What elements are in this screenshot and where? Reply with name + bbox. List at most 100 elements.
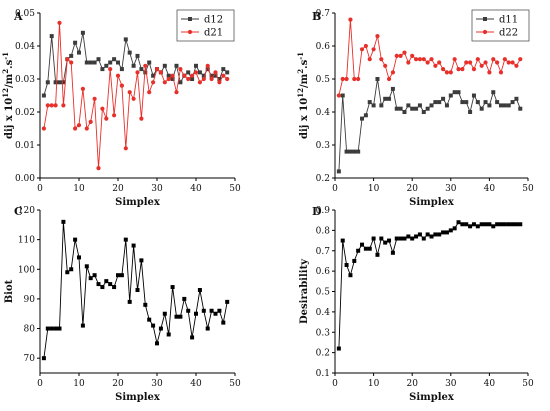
data-point <box>344 76 349 82</box>
data-point <box>360 116 365 121</box>
data-point <box>217 77 222 81</box>
data-point <box>456 90 461 95</box>
data-point <box>88 60 93 65</box>
data-point <box>92 60 97 65</box>
data-point <box>456 220 461 225</box>
data-point <box>127 90 132 95</box>
data-point <box>182 296 187 301</box>
data-point <box>421 236 426 241</box>
panel-d-plot: 0 10 20 30 40 50 0.1 0.2 0.3 0.4 0.5 0.6 0.7 0.8 0.9 Si… <box>299 206 534 403</box>
data-point <box>514 63 519 68</box>
data-point <box>398 53 403 59</box>
data-point <box>41 356 46 361</box>
data-point <box>413 57 419 62</box>
y-tick-label: 0.3 <box>316 141 331 151</box>
data-point <box>186 76 191 82</box>
data-point <box>506 222 511 227</box>
data-point <box>205 63 210 68</box>
data-point <box>139 67 144 72</box>
data-point <box>119 67 124 72</box>
data-point <box>452 90 457 95</box>
data-point <box>108 282 113 287</box>
data-point <box>225 299 230 304</box>
x-tick-label: 0 <box>332 379 338 389</box>
data-point <box>65 270 70 275</box>
x-tick-label: 50 <box>522 379 534 389</box>
data-point <box>406 103 411 108</box>
data-point <box>190 73 195 78</box>
data-point <box>209 76 214 82</box>
data-point <box>371 103 376 108</box>
data-point <box>487 103 492 108</box>
data-point <box>96 57 101 62</box>
x-axis-label: Simplex <box>115 197 161 208</box>
data-point <box>336 169 341 174</box>
data-point <box>151 323 156 328</box>
y-tick-label: 0.2 <box>316 174 330 184</box>
data-point <box>155 341 159 346</box>
data-point <box>76 123 82 128</box>
data-point <box>371 236 376 241</box>
x-tick-label: 30 <box>151 184 163 194</box>
y-tick-label: 0.8 <box>316 226 331 236</box>
data-point <box>406 234 411 239</box>
data-point <box>41 93 46 98</box>
data-point <box>390 70 395 75</box>
data-point <box>186 70 191 75</box>
data-point <box>174 63 179 68</box>
data-point <box>444 70 450 75</box>
data-point <box>379 103 384 108</box>
x-tick-label: 30 <box>151 379 163 389</box>
data-point <box>143 302 148 307</box>
data-point <box>429 103 434 108</box>
data-point <box>433 232 438 237</box>
data-point <box>360 242 365 247</box>
data-point <box>217 80 222 85</box>
data-point <box>464 60 469 65</box>
data-point <box>73 126 78 131</box>
data-point <box>77 50 81 55</box>
y-axis-label: Biot <box>4 279 15 303</box>
data-point <box>471 93 476 98</box>
data-point <box>225 70 230 75</box>
data-point <box>464 222 469 227</box>
data-point <box>88 276 93 281</box>
data-point <box>336 93 341 98</box>
data-point <box>209 308 214 313</box>
data-point <box>379 236 384 241</box>
data-point <box>182 73 187 78</box>
data-point <box>108 67 113 72</box>
y-tick-label: 0.3 <box>316 328 331 338</box>
data-point <box>53 326 58 331</box>
data-point <box>154 67 160 72</box>
data-point <box>100 106 105 111</box>
data-point <box>112 113 117 118</box>
data-point <box>367 100 372 105</box>
y-tick-label: 0.5 <box>316 288 331 298</box>
panel-a-plot: 0 10 20 30 40 50 0.00 0.01 0.02 0.03 0.04 0.05 Simpl… <box>1 9 241 208</box>
data-point <box>410 53 415 59</box>
x-tick-label: 20 <box>112 379 124 389</box>
legend-label: d21 <box>204 28 223 39</box>
data-point <box>440 67 446 72</box>
data-point <box>402 110 407 114</box>
data-point <box>498 103 503 108</box>
data-point <box>379 57 384 62</box>
data-point <box>45 80 50 85</box>
data-point <box>479 63 484 68</box>
data-point <box>479 106 484 111</box>
data-point <box>510 100 515 105</box>
y-tick-label: 80 <box>24 325 36 335</box>
data-point <box>441 230 446 235</box>
x-tick-label: 40 <box>190 184 202 194</box>
data-point <box>162 80 167 85</box>
y-tick-label: 0.6 <box>316 42 331 52</box>
data-point <box>92 96 97 101</box>
data-point <box>205 326 210 331</box>
data-point <box>383 240 388 245</box>
data-point <box>441 96 446 101</box>
y-tick-label: 110 <box>18 236 35 246</box>
data-point <box>390 250 395 255</box>
x-tick-label: 50 <box>522 184 534 194</box>
